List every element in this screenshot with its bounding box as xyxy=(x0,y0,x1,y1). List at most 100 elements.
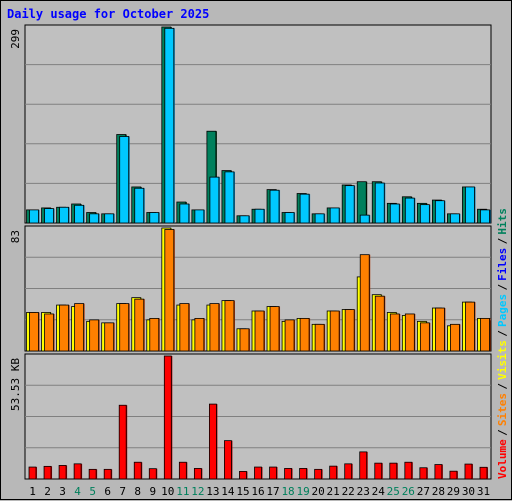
bar-sites-day-23 xyxy=(359,254,370,352)
bar-sites-day-16 xyxy=(254,310,265,352)
bar-pages-day-12 xyxy=(194,209,205,224)
bar-pages-day-9 xyxy=(149,212,160,224)
y-max-label: 53.53 KB xyxy=(9,358,22,411)
bar-pages-day-14 xyxy=(224,171,235,224)
legend-separator: / xyxy=(496,330,509,337)
x-tick-label-day-17: 17 xyxy=(266,485,279,498)
bar-pages-day-13 xyxy=(209,176,220,224)
bar-pages-day-25 xyxy=(389,203,400,224)
bar-volume-day-19 xyxy=(299,468,307,480)
bar-pages-day-23 xyxy=(359,214,370,224)
x-tick-label-day-31: 31 xyxy=(477,485,490,498)
bar-sites-day-5 xyxy=(89,319,100,352)
x-tick-label-day-11: 11 xyxy=(176,485,189,498)
bar-pages-day-3 xyxy=(59,206,69,224)
bar-sites-day-13 xyxy=(209,303,220,352)
bar-volume-day-2 xyxy=(43,465,52,480)
x-tick-label-day-19: 19 xyxy=(296,485,309,498)
bar-pages-day-7 xyxy=(119,136,130,224)
bar-volume-day-13 xyxy=(209,403,217,480)
legend-item-files: Files xyxy=(496,248,509,281)
bar-volume-day-17 xyxy=(269,466,277,480)
x-tick-label-day-1: 1 xyxy=(29,485,36,498)
bar-volume-day-30 xyxy=(464,463,473,480)
bar-volume-day-20 xyxy=(314,468,323,480)
bar-sites-day-22 xyxy=(344,309,355,352)
bar-sites-day-28 xyxy=(434,307,445,352)
bar-sites-day-27 xyxy=(419,322,430,352)
bar-volume-day-14 xyxy=(224,440,232,480)
y-max-label: 299 xyxy=(9,29,22,49)
legend-separator: / xyxy=(496,284,509,291)
bar-sites-day-30 xyxy=(465,301,475,352)
x-tick-label-day-9: 9 xyxy=(149,485,156,498)
bar-volume-day-6 xyxy=(103,468,112,480)
bar-pages-day-10 xyxy=(164,27,175,224)
x-tick-label-day-25: 25 xyxy=(387,485,400,498)
bar-sites-day-1 xyxy=(29,312,39,352)
bar-sites-day-10 xyxy=(164,229,175,352)
bar-sites-day-20 xyxy=(314,323,325,352)
bar-volume-day-25 xyxy=(389,462,398,480)
bar-sites-day-2 xyxy=(44,313,54,352)
bar-volume-day-23 xyxy=(359,451,368,480)
bar-volume-day-15 xyxy=(239,471,247,480)
bar-pages-day-18 xyxy=(284,212,295,224)
legend: Volume / Sites / Visits / Pages / Files / Hits xyxy=(496,208,509,479)
x-tick-label-day-4: 4 xyxy=(74,485,81,498)
legend-separator: / xyxy=(496,429,509,436)
legend-item-pages: Pages xyxy=(496,294,509,327)
x-tick-label-day-15: 15 xyxy=(236,485,249,498)
bar-sites-day-6 xyxy=(104,322,115,352)
bar-sites-day-9 xyxy=(149,317,160,352)
bar-volume-day-31 xyxy=(479,466,488,480)
bar-pages-day-15 xyxy=(239,215,250,224)
y-max-label: 83 xyxy=(9,230,22,243)
x-tick-label-day-13: 13 xyxy=(206,485,219,498)
x-tick-label-day-30: 30 xyxy=(462,485,475,498)
bar-pages-day-2 xyxy=(44,208,54,224)
bar-sites-day-14 xyxy=(224,300,235,352)
bar-pages-day-27 xyxy=(419,204,430,224)
bar-volume-day-1 xyxy=(28,466,37,480)
bar-pages-day-31 xyxy=(480,209,490,224)
bar-pages-day-29 xyxy=(450,213,460,224)
legend-separator: / xyxy=(496,237,509,244)
x-tick-label-day-29: 29 xyxy=(447,485,460,498)
bar-volume-day-26 xyxy=(404,461,413,480)
x-tick-label-day-5: 5 xyxy=(89,485,96,498)
x-tick-label-day-14: 14 xyxy=(221,485,235,498)
bar-volume-day-3 xyxy=(58,465,67,480)
bar-sites-day-11 xyxy=(179,303,190,352)
x-tick-label-day-20: 20 xyxy=(312,485,325,498)
bar-volume-day-9 xyxy=(148,468,157,480)
bar-sites-day-24 xyxy=(374,295,385,352)
bar-sites-day-4 xyxy=(74,303,85,352)
x-tick-label-day-26: 26 xyxy=(402,485,415,498)
bar-pages-day-8 xyxy=(134,187,145,224)
bar-volume-day-18 xyxy=(284,468,292,480)
bar-volume-day-21 xyxy=(329,465,338,480)
x-tick-label-day-24: 24 xyxy=(372,485,386,498)
bar-pages-day-5 xyxy=(89,213,100,224)
x-tick-label-day-2: 2 xyxy=(44,485,51,498)
x-tick-label-day-21: 21 xyxy=(327,485,340,498)
bar-pages-day-26 xyxy=(404,197,415,224)
bar-sites-day-25 xyxy=(389,313,400,352)
bar-volume-day-24 xyxy=(374,462,383,480)
bar-sites-day-21 xyxy=(329,310,340,352)
bar-sites-day-7 xyxy=(119,303,130,352)
x-tick-label-day-16: 16 xyxy=(251,485,264,498)
bar-pages-day-24 xyxy=(374,182,385,224)
x-tick-label-day-18: 18 xyxy=(281,485,294,498)
legend-separator: / xyxy=(496,383,509,390)
bar-volume-day-8 xyxy=(133,461,142,480)
bar-sites-day-15 xyxy=(239,328,250,352)
plot-area-top xyxy=(24,24,492,224)
bar-volume-day-16 xyxy=(254,466,262,480)
x-tick-label-day-12: 12 xyxy=(191,485,204,498)
bar-pages-day-1 xyxy=(29,209,39,224)
x-tick-label-day-10: 10 xyxy=(161,485,174,498)
